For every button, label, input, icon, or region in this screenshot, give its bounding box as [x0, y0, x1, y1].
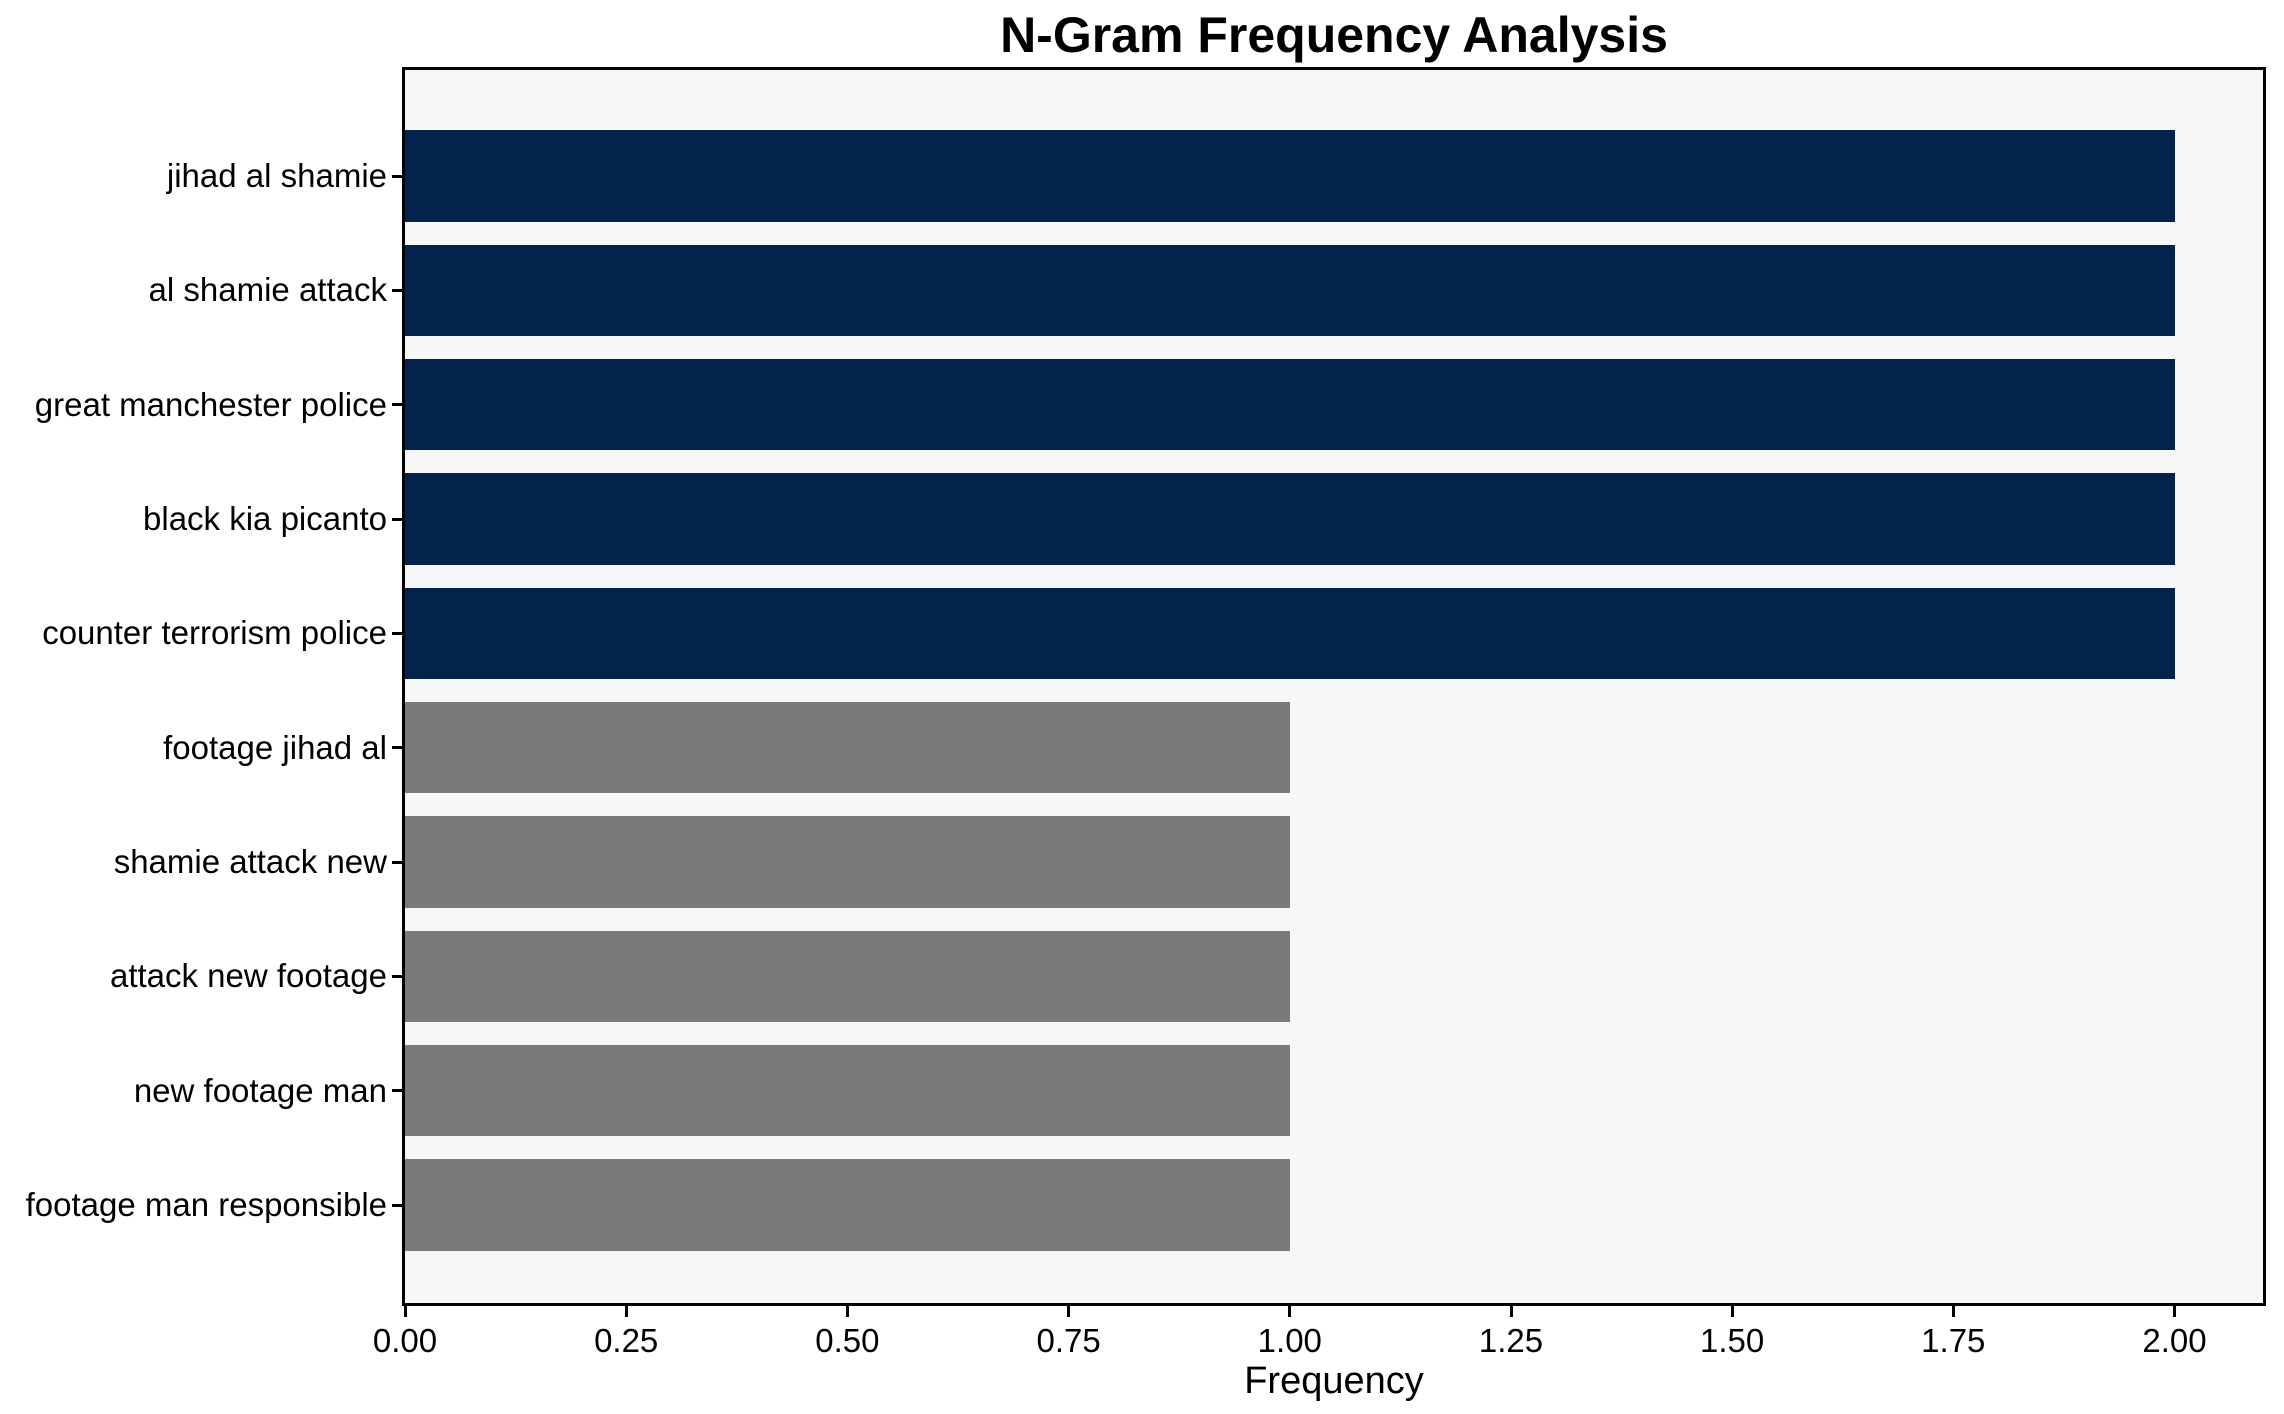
y-axis-label: new footage man: [133, 1071, 387, 1109]
x-axis-title: Frequency: [1244, 1360, 1424, 1402]
chart-title: N-Gram Frequency Analysis: [1000, 7, 1668, 63]
x-tick: [403, 1306, 407, 1317]
y-tick: [392, 746, 405, 750]
y-tick: [392, 631, 405, 635]
x-tick-label: 0.75: [1036, 1322, 1101, 1359]
y-axis-label: al shamie attack: [148, 271, 387, 309]
y-axis-label: attack new footage: [109, 957, 387, 995]
x-tick: [1288, 1306, 1292, 1317]
bar: [405, 1159, 1290, 1251]
y-axis-label: counter terrorism police: [42, 614, 387, 652]
bar: [405, 473, 2175, 565]
y-axis-label: footage man responsible: [25, 1186, 387, 1223]
x-tick: [1951, 1306, 1955, 1317]
x-tick-label: 1.50: [1699, 1322, 1765, 1359]
y-axis-label: jihad al shamie: [166, 157, 387, 194]
x-tick-label: 1.25: [1478, 1322, 1544, 1359]
x-tick: [1067, 1306, 1071, 1317]
y-tick: [392, 974, 405, 978]
x-tick-label: 1.75: [1921, 1322, 1986, 1359]
y-axis-label: black kia picanto: [143, 500, 387, 537]
x-tick: [1509, 1306, 1513, 1317]
y-tick: [392, 288, 405, 292]
bar: [405, 930, 1290, 1023]
y-tick: [392, 860, 405, 864]
x-tick: [845, 1306, 849, 1317]
bar: [405, 816, 1290, 908]
y-tick: [392, 403, 405, 407]
x-tick: [2173, 1306, 2176, 1317]
x-tick: [624, 1306, 628, 1317]
y-tick: [392, 1203, 405, 1207]
y-tick: [392, 1089, 405, 1093]
bar: [405, 130, 2175, 222]
x-tick: [1730, 1306, 1734, 1317]
y-axis-label: footage jihad al: [163, 728, 387, 766]
bar: [405, 244, 2175, 337]
y-tick: [392, 174, 405, 178]
x-tick-label: 0.00: [372, 1322, 438, 1359]
y-axis-label: shamie attack new: [113, 843, 387, 880]
y-tick: [392, 517, 405, 521]
x-tick-label: 2.00: [2142, 1322, 2207, 1359]
x-tick-label: 0.25: [594, 1322, 659, 1359]
bar: [405, 358, 2175, 451]
bar: [405, 1044, 1290, 1137]
x-tick-label: 1.00: [1257, 1322, 1322, 1359]
x-tick-label: 0.50: [815, 1322, 880, 1359]
bar: [405, 587, 2175, 680]
y-axis-label: great manchester police: [34, 385, 387, 423]
bar: [405, 701, 1290, 794]
